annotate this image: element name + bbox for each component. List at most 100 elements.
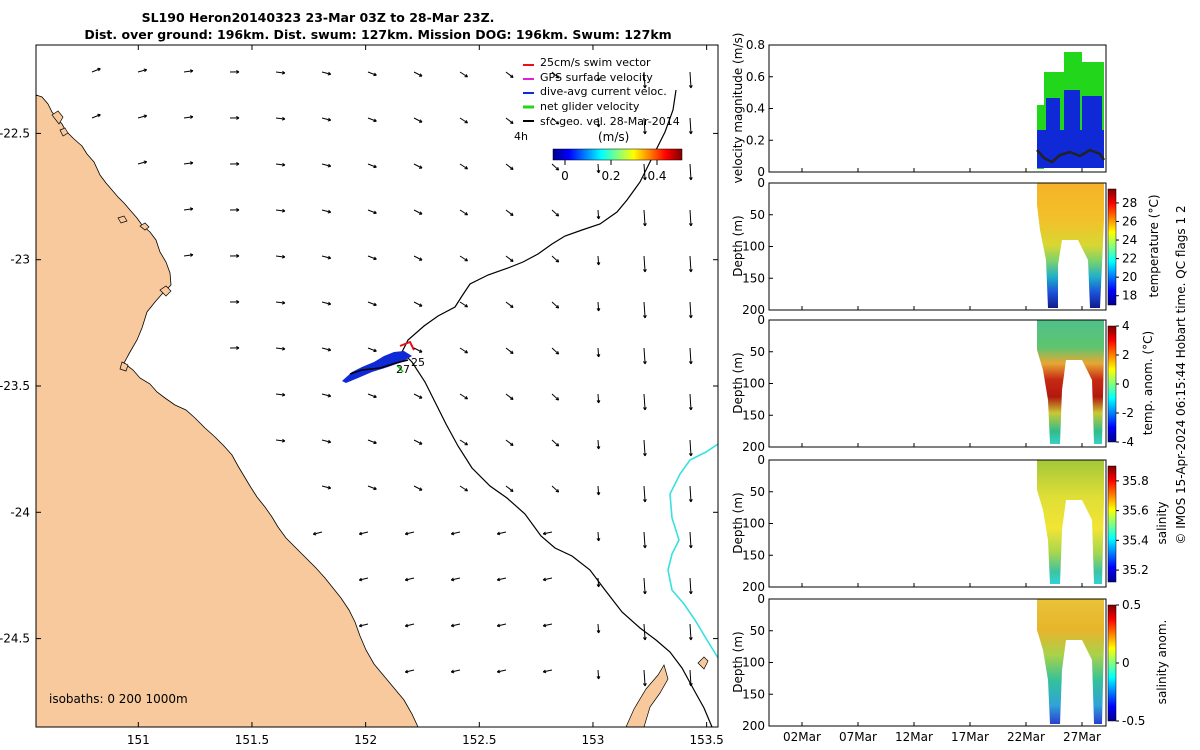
vector-arrow [596, 531, 601, 542]
colorbar-ticklabel-1: 0.2 [601, 169, 620, 183]
land-mainland [36, 94, 419, 727]
isobaths-label: isobaths: 0 200 1000m [49, 692, 188, 706]
vector-arrow [505, 393, 514, 401]
panel1-ctick-label-1: 26 [1122, 214, 1137, 228]
vector-arrow [596, 71, 601, 82]
vector-head [281, 254, 286, 259]
velocity-ylabel: velocity magnitude (m/s) [731, 33, 745, 184]
vector-shaft [497, 531, 507, 535]
vector-head [643, 453, 647, 457]
vector-head [496, 531, 501, 536]
panel1-ytick-label-4: 200 [742, 303, 765, 317]
vector-head [464, 350, 468, 354]
vector-shaft [689, 71, 692, 88]
vector-arrow [688, 669, 693, 687]
vector-head [281, 70, 286, 75]
vector-arrow [459, 301, 468, 308]
vector-head [97, 67, 101, 72]
vector-arrow [137, 68, 148, 73]
vector-arrow [688, 301, 693, 319]
salinity-field [1037, 460, 1104, 584]
vector-arrow [413, 163, 423, 169]
vector-arrow [551, 485, 560, 493]
vector-head [555, 305, 560, 309]
vector-head [418, 257, 423, 261]
vector-head [643, 591, 647, 595]
vector-shaft [597, 117, 600, 128]
vector-head [312, 531, 317, 536]
velocity-ytick-label-3: 0.6 [746, 70, 765, 84]
vector-arrow [275, 116, 286, 121]
vector-arrow [367, 71, 377, 77]
vector-arrow [596, 163, 601, 174]
panel1-ytick-label-3: 150 [742, 271, 765, 285]
vector-head [510, 488, 514, 493]
vector-arrow [404, 531, 415, 536]
vector-shaft [183, 116, 193, 119]
vector-shaft [367, 163, 377, 168]
vector-shaft [367, 301, 377, 306]
vector-shaft [413, 209, 423, 215]
vector-shaft [597, 439, 600, 450]
vector-arrow [275, 300, 286, 305]
vector-shaft [91, 114, 101, 119]
vector-arrow [459, 209, 468, 216]
vector-shaft [597, 485, 600, 496]
vector-arrow [321, 393, 332, 398]
vector-head [496, 577, 501, 582]
vector-head [643, 637, 647, 641]
vector-arrow [137, 114, 148, 119]
vector-head [510, 74, 514, 79]
vector-head [418, 73, 423, 77]
vector-arrow [505, 163, 514, 171]
vector-shaft [551, 209, 559, 217]
date-xtick-label-1: 07Mar [839, 730, 877, 744]
vector-head [688, 683, 693, 687]
vector-head [643, 131, 647, 135]
vector-shaft [321, 485, 331, 489]
vector-arrow [688, 531, 693, 549]
vector-head [464, 396, 468, 400]
vector-arrow [596, 209, 601, 220]
vector-arrow [459, 439, 468, 446]
vector-arrow [367, 163, 377, 169]
vector-shaft [413, 255, 423, 261]
title-line-1: SL190 Heron20140323 23-Mar 03Z to 28-Mar… [142, 10, 495, 25]
temp-anomaly-ylabel: Depth (m) [731, 352, 745, 413]
vector-head [688, 545, 693, 549]
vector-head [373, 394, 377, 399]
vector-arrow [505, 485, 514, 493]
vector-shaft [413, 301, 423, 307]
vector-head [643, 85, 647, 89]
vector-arrow [496, 623, 507, 628]
map-xtick-label-4: 153 [582, 733, 605, 747]
vector-arrow [688, 71, 693, 89]
panel2-ytick-label-3: 150 [742, 408, 765, 422]
vector-head [555, 443, 560, 447]
vector-shaft [597, 393, 600, 404]
vector-head [327, 439, 332, 444]
vector-arrow [596, 623, 601, 634]
panel2-ctick-label-0: 4 [1122, 319, 1130, 333]
vector-head [373, 210, 377, 215]
vector-head [510, 166, 514, 171]
vector-head [643, 177, 647, 181]
vector-head [404, 669, 409, 674]
vector-arrow [321, 301, 332, 306]
vector-arrow [551, 117, 560, 125]
vector-shaft [313, 531, 323, 535]
vector-arrow [413, 439, 423, 445]
vector-shaft [459, 393, 468, 400]
vector-head [688, 131, 693, 135]
vector-arrow [404, 623, 415, 628]
velocity-panel: 0 0.2 0.4 0.6 0.8 velocity magnitude (m/s) [731, 33, 1107, 184]
vector-arrow [596, 301, 601, 312]
vector-shaft [321, 301, 331, 305]
vector-shaft [505, 485, 514, 492]
date-xtick-label-4: 22Mar [1007, 730, 1045, 744]
vector-shaft [643, 669, 646, 686]
vector-shaft [505, 439, 514, 446]
vector-head [418, 487, 423, 491]
vector-shaft [413, 347, 423, 353]
salinity-colorbar-label: salinity [1155, 501, 1169, 544]
